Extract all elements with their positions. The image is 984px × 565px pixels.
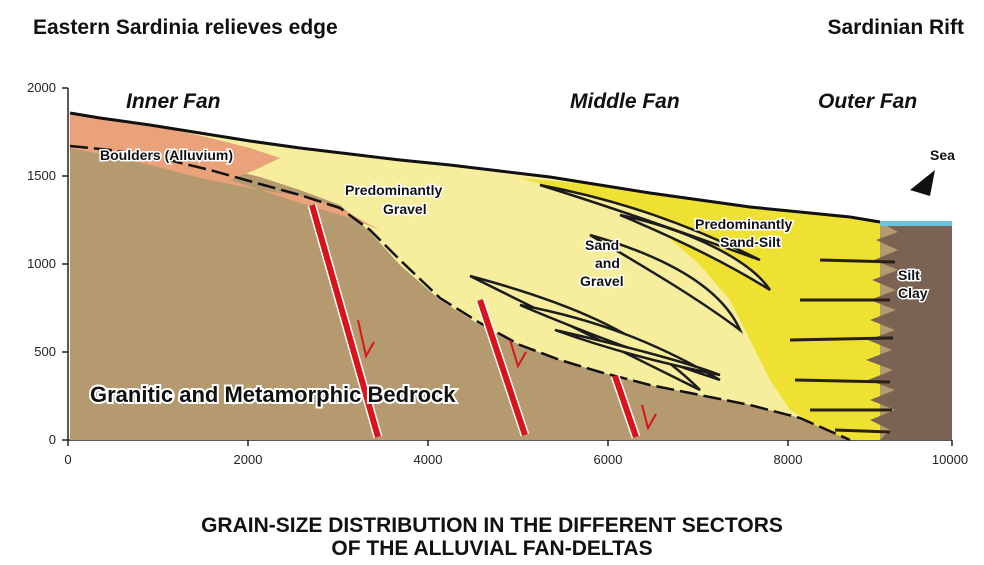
gravel-label-line-2: Gravel [383,201,427,217]
silt-clay-label-line-2: Clay [898,285,928,301]
y-tick-label: 2000 [27,80,56,95]
x-tick-label: 8000 [774,452,803,467]
x-tick-label: 6000 [594,452,623,467]
sand-gravel-lenses [469,183,772,392]
y-tick-marks [62,87,68,441]
y-tick-label: 0 [49,432,56,447]
y-tick-label: 500 [34,344,56,359]
outer-fan-label: Outer Fan [818,90,917,113]
sand-gravel-label-line-1: Sand [585,237,619,253]
boulders-region [70,113,380,230]
sea-label: Sea [930,147,955,163]
y-tick-label: 1000 [27,256,56,271]
sea-level-triangle-icon [910,170,935,196]
facies-interfingering [789,258,896,434]
caption-line-2: OF THE ALLUVIAL FAN-DELTAS [331,537,653,560]
header-left-title: Eastern Sardinia relieves edge [33,16,338,39]
silt-clay-region [866,222,952,440]
fault-motion-arrows [357,319,657,431]
boulders-label: Boulders (Alluvium) [100,147,233,163]
middle-fan-label: Middle Fan [570,90,680,113]
x-tick-marks [67,440,953,446]
x-tick-label: 4000 [414,452,443,467]
inner-fan-label: Inner Fan [126,90,221,113]
sand-silt-label-line-1: Predominantly [695,216,792,232]
caption-line-1: GRAIN-SIZE DISTRIBUTION IN THE DIFFERENT… [201,514,783,537]
gravel-label-line-1: Predominantly [345,182,442,198]
bedrock-contact-line [69,144,851,442]
fault-lines [307,203,641,439]
y-tick-label: 1500 [27,168,56,183]
sand-silt-label-line-2: Sand-Silt [720,234,781,250]
x-tick-label: 2000 [234,452,263,467]
sand-gravel-label-line-2: and [595,255,620,271]
sand-silt-region [520,178,880,440]
sand-gravel-label-line-3: Gravel [580,273,624,289]
silt-clay-label-line-1: Silt [898,267,920,283]
x-tick-label: 10000 [932,452,968,467]
header-right-title: Sardinian Rift [827,16,964,39]
ground-surface-line [69,111,881,224]
sea-level [880,221,952,226]
bedrock-label: Granitic and Metamorphic Bedrock [90,382,456,407]
x-tick-label: 0 [64,452,71,467]
